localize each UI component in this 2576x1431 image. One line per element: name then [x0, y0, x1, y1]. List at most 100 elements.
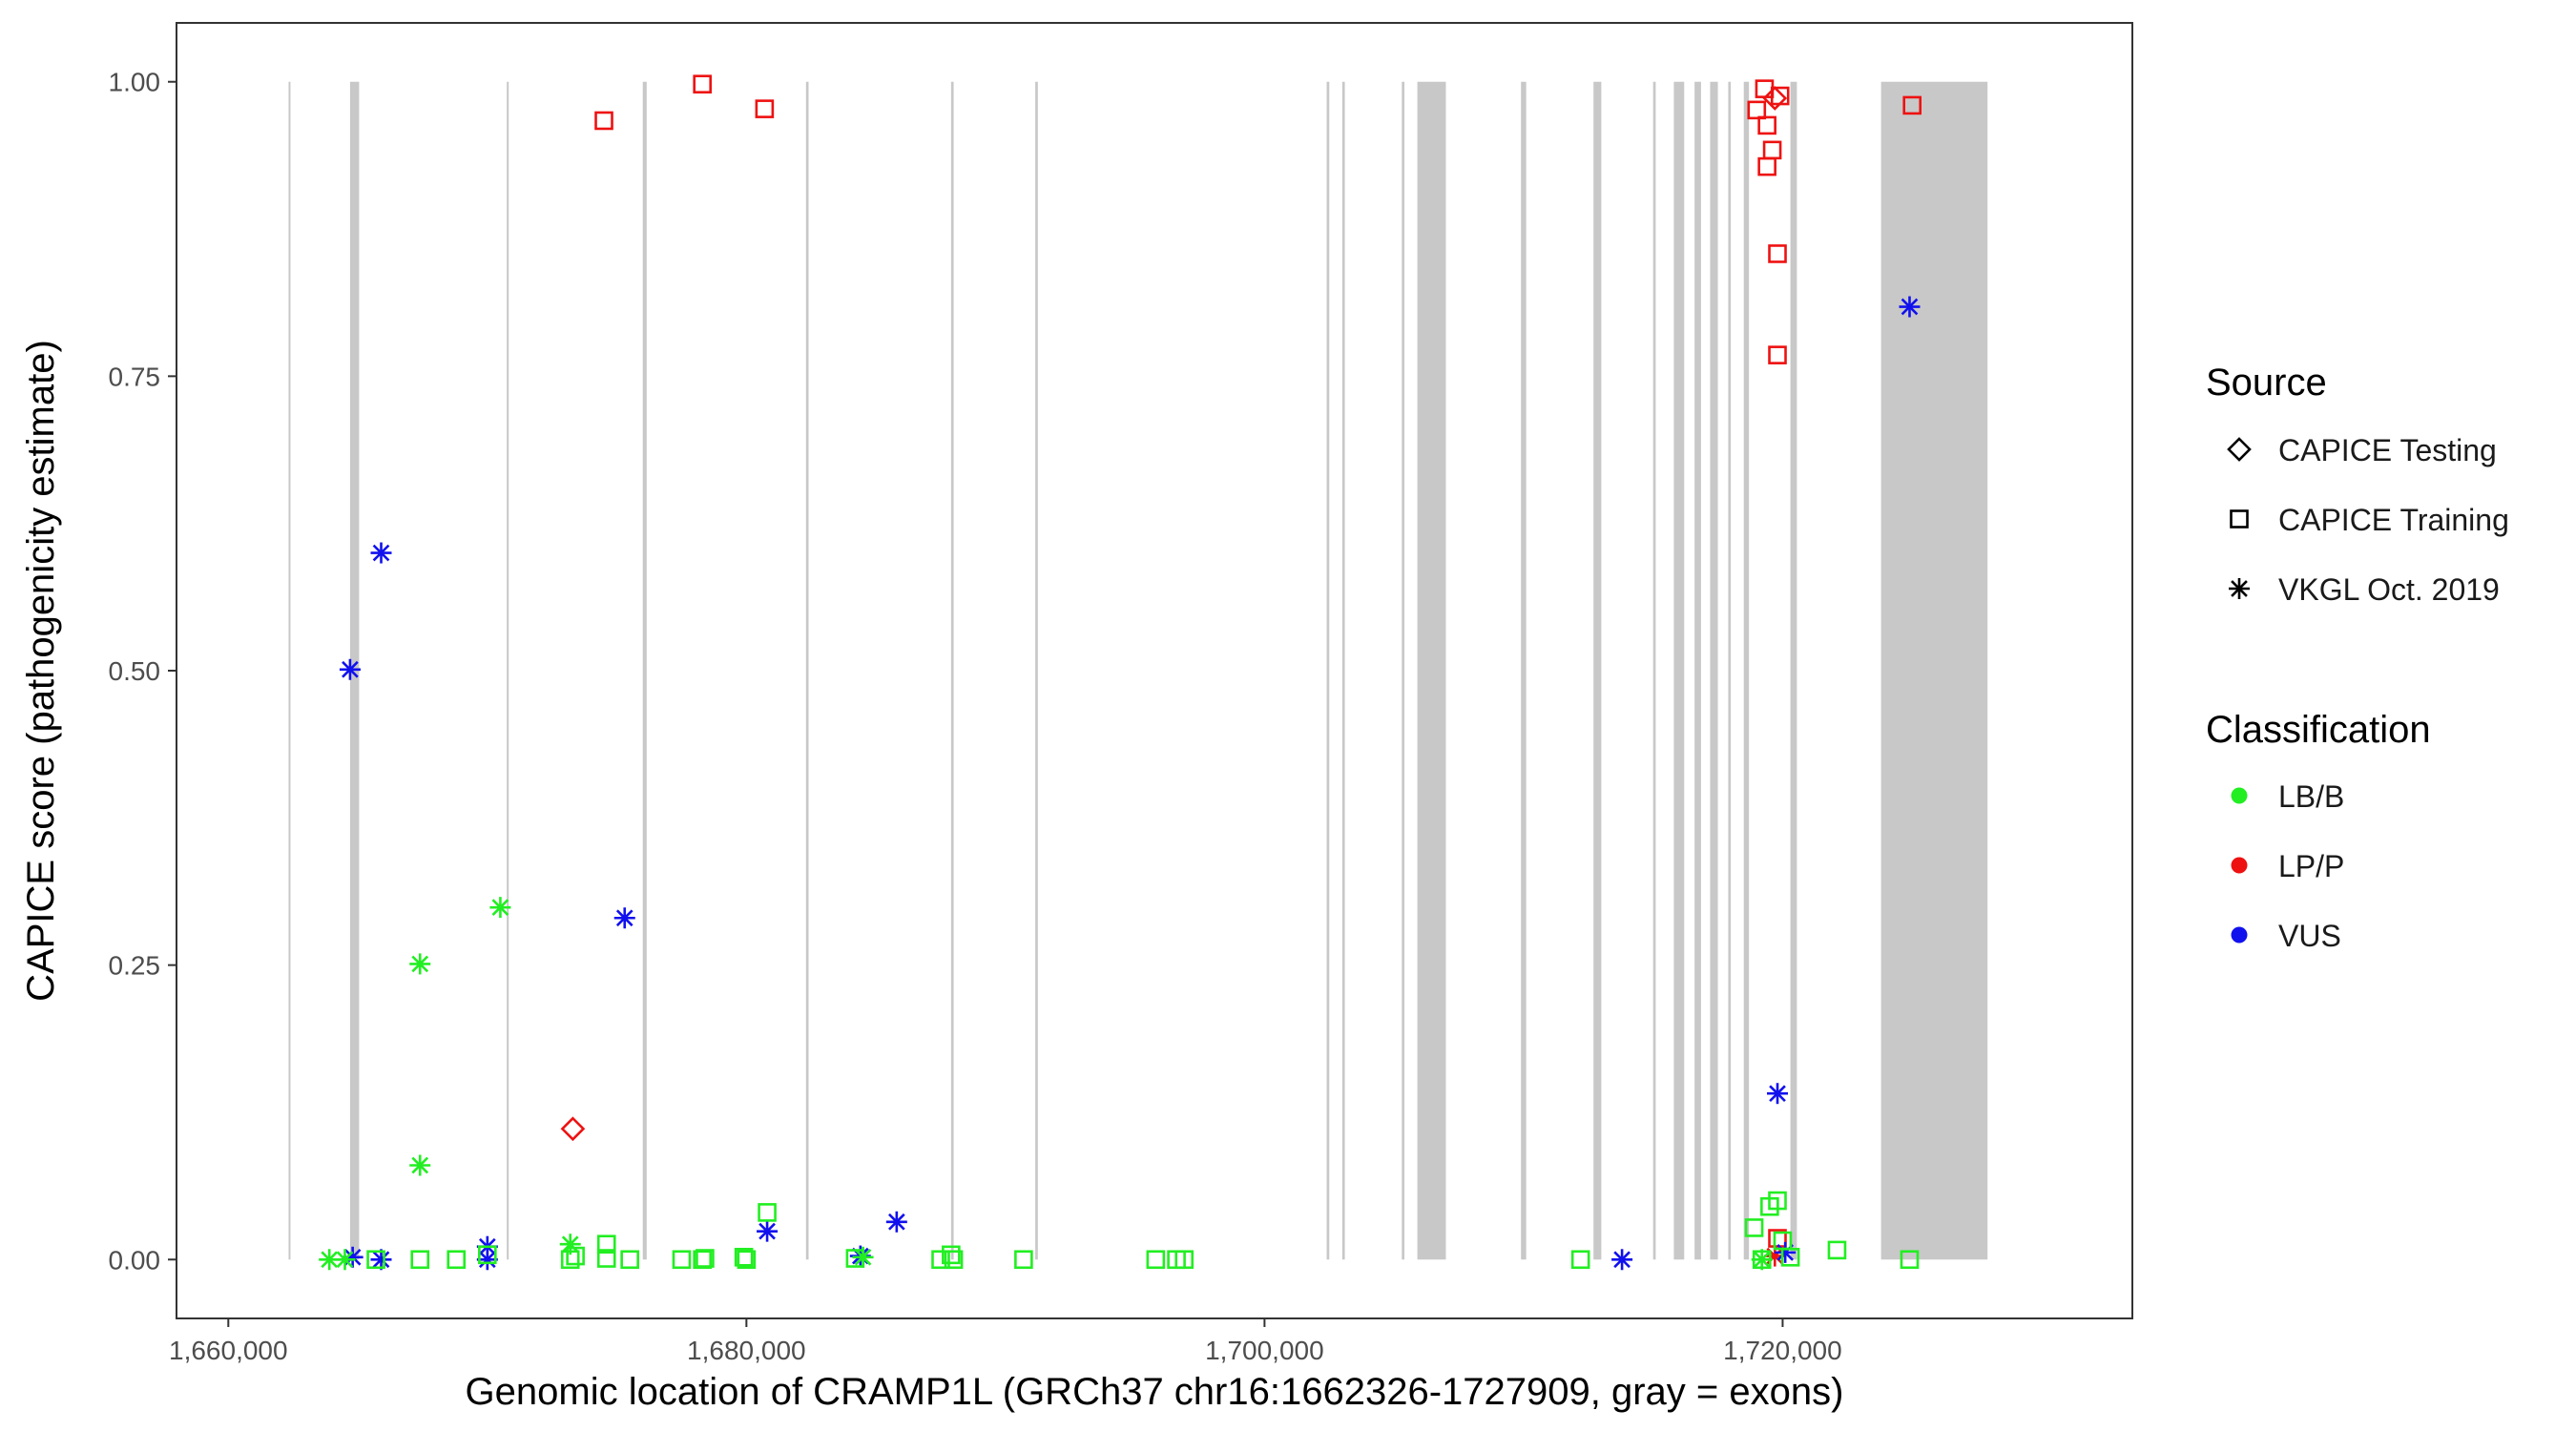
- legend-key-square: [2230, 509, 2249, 529]
- legend-class-label-vus: VUS: [2278, 919, 2341, 953]
- x-axis-title: Genomic location of CRAMP1L (GRCh37 chr1…: [466, 1371, 1844, 1413]
- data-points: [319, 74, 1922, 1271]
- data-point-asterisk: [409, 1154, 431, 1176]
- data-point-square: [1827, 1240, 1847, 1260]
- exon-band: [1790, 81, 1797, 1260]
- data-point-asterisk: [339, 658, 361, 680]
- y-axis: 0.00 0.25 0.50 0.75 1.00: [109, 68, 177, 1275]
- data-point-square: [1146, 1250, 1166, 1270]
- legend-source-keys: [2227, 437, 2252, 599]
- data-point-square: [737, 1250, 757, 1270]
- data-point-square: [447, 1250, 467, 1270]
- data-point-square: [672, 1250, 692, 1270]
- exon-band: [1341, 81, 1345, 1260]
- data-point-square: [1757, 156, 1776, 176]
- data-point-asterisk: [1899, 296, 1921, 318]
- data-point-square: [594, 111, 613, 131]
- exon-band: [1417, 81, 1446, 1260]
- data-point-asterisk: [1775, 1241, 1797, 1263]
- data-point-square: [693, 74, 712, 93]
- data-point-asterisk: [1767, 1083, 1789, 1105]
- legend-classification-title: Classification: [2206, 709, 2431, 751]
- legend-key-asterisk: [2229, 578, 2250, 599]
- legend-classification: Classification LB/B LP/P VUS: [2206, 709, 2431, 953]
- data-point-square: [696, 1249, 715, 1268]
- exon-band: [288, 81, 291, 1260]
- data-point-square: [1900, 1250, 1920, 1270]
- legend-source-label-training: CAPICE Training: [2278, 503, 2509, 537]
- data-point-square: [1768, 1191, 1787, 1211]
- plot-background: [177, 23, 2132, 1318]
- data-point-square: [1174, 1250, 1195, 1270]
- data-point-square: [734, 1248, 754, 1267]
- exon-band: [1652, 81, 1656, 1260]
- exon-band: [1694, 81, 1701, 1260]
- data-point-square: [755, 99, 775, 118]
- legend-source-label-testing: CAPICE Testing: [2278, 433, 2497, 467]
- y-tick-label: 0.75: [109, 362, 161, 391]
- data-point-asterisk: [885, 1211, 907, 1233]
- data-point-square: [566, 1246, 585, 1266]
- data-point-square: [942, 1245, 961, 1265]
- data-point-square: [620, 1250, 639, 1270]
- data-point-diamond: [560, 1116, 586, 1142]
- data-point-square: [1768, 345, 1787, 364]
- data-point-asterisk: [489, 897, 511, 919]
- x-axis: 1,660,000 1,680,000 1,700,000 1,720,000: [169, 1318, 1842, 1365]
- data-point-square: [1902, 95, 1922, 115]
- exon-band: [805, 81, 809, 1260]
- y-tick-label: 0.00: [109, 1245, 161, 1275]
- series-lp-p: [560, 74, 1922, 1267]
- data-point-square: [758, 1203, 777, 1222]
- data-point-square: [1768, 244, 1787, 263]
- y-tick-label: 0.25: [109, 951, 161, 981]
- exon-band: [1673, 81, 1685, 1260]
- legend-source-label-vkgl: VKGL Oct. 2019: [2278, 572, 2500, 607]
- exon-band: [1035, 81, 1038, 1260]
- x-tick-label: 1,680,000: [687, 1336, 806, 1365]
- exon-band: [1402, 81, 1405, 1260]
- data-point-square: [410, 1250, 430, 1270]
- data-point-square: [931, 1250, 950, 1270]
- data-point-asterisk: [334, 1249, 356, 1271]
- data-point-square: [1747, 100, 1767, 120]
- exon-band: [1880, 81, 1988, 1260]
- data-point-asterisk: [559, 1234, 581, 1255]
- data-point-asterisk: [613, 907, 635, 929]
- x-tick-label: 1,720,000: [1723, 1336, 1842, 1365]
- y-tick-label: 1.00: [109, 68, 161, 97]
- legend-class-label-lbb: LB/B: [2278, 779, 2344, 814]
- data-point-square: [1757, 115, 1776, 135]
- x-tick-label: 1,660,000: [169, 1336, 288, 1365]
- legend-class-label-lpp: LP/P: [2278, 849, 2344, 883]
- data-point-square: [944, 1250, 964, 1270]
- legend-key-diamond: [2227, 437, 2252, 462]
- data-point-square: [1780, 1248, 1800, 1267]
- data-point-square: [1752, 1250, 1772, 1270]
- legend-source: Source CAPICE Testing CAPICE Training VK…: [2206, 362, 2509, 607]
- exon-band: [1710, 81, 1718, 1260]
- legend-key-dot: [2231, 857, 2248, 874]
- series-vus: [339, 296, 1921, 1271]
- legend-key-dot: [2231, 787, 2248, 804]
- data-point-square: [596, 1234, 616, 1255]
- exon-band: [950, 81, 954, 1260]
- data-point-asterisk: [757, 1220, 779, 1242]
- legend-source-title: Source: [2206, 362, 2327, 404]
- x-tick-label: 1,700,000: [1205, 1336, 1324, 1365]
- exon-band: [507, 81, 509, 1260]
- legend-key-dot: [2231, 926, 2248, 944]
- exon-band: [1521, 81, 1527, 1260]
- exon-band: [1728, 81, 1732, 1260]
- exon-band: [1743, 81, 1750, 1260]
- data-point-square: [1570, 1250, 1590, 1270]
- legend-classification-keys: [2231, 787, 2248, 944]
- exon-band: [642, 81, 647, 1260]
- data-point-square: [560, 1250, 580, 1270]
- plot-panel: [176, 22, 2133, 1319]
- data-point-square: [596, 1249, 616, 1268]
- data-point-square: [366, 1250, 385, 1270]
- data-point-square: [478, 1245, 497, 1265]
- exon-band: [1326, 81, 1330, 1260]
